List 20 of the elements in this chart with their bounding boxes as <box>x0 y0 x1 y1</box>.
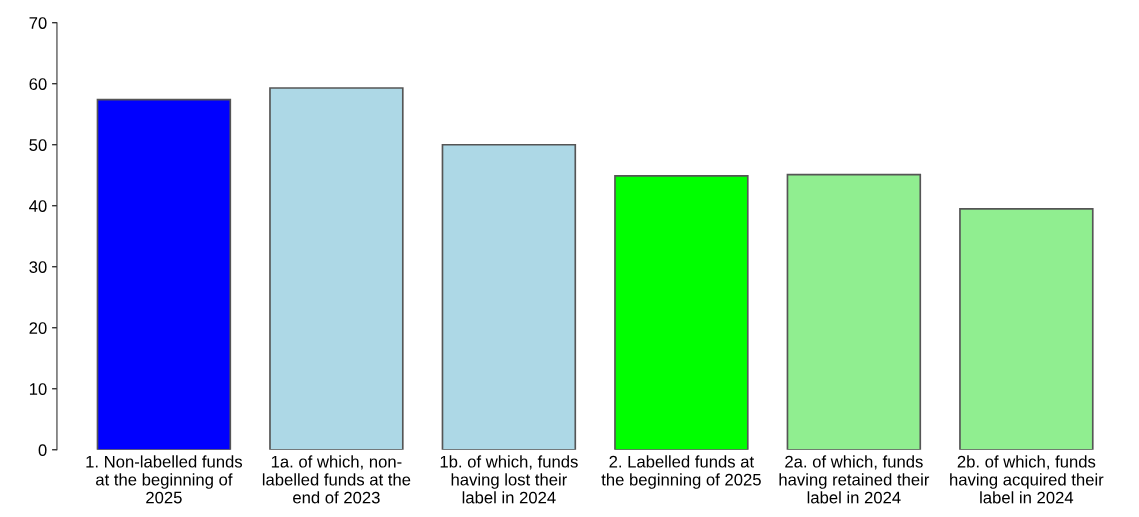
x-tick-label: 2b. of which, funds having acquired their label in 2024 <box>950 455 1104 504</box>
bar <box>441 143 577 450</box>
x-tick-label: 2. Labelled funds at the beginning of 2025 <box>601 455 761 489</box>
y-tick-label: 0 <box>38 444 47 456</box>
x-tick-label: 2a. of which, funds having retained their label in 2024 <box>779 455 930 504</box>
bar <box>269 87 404 450</box>
y-tick-label: 20 <box>29 322 47 334</box>
x-tick-label: 1. Non-labelled funds at the beginning of 2025 <box>86 455 243 504</box>
bar <box>614 175 749 450</box>
y-tick-label: 30 <box>29 261 47 273</box>
bar <box>959 207 1094 450</box>
bar <box>96 98 232 450</box>
y-tick-label: 70 <box>29 17 47 29</box>
y-tick-label: 60 <box>29 78 47 90</box>
x-tick-label: 1b. of which, funds having lost their label in 2024 <box>440 455 578 504</box>
y-tick-label: 10 <box>29 383 47 395</box>
bar <box>786 173 922 450</box>
x-tick-label: 1a. of which, non- labelled funds at the end of 2023 <box>262 455 411 504</box>
y-tick-label: 40 <box>29 200 47 212</box>
y-tick-label: 50 <box>29 139 47 151</box>
